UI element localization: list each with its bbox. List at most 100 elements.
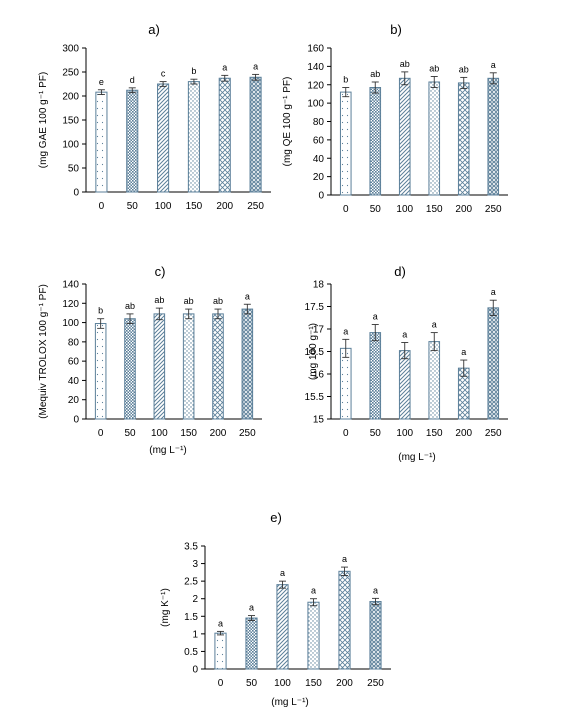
bar-50 [124,318,136,420]
significance-letter: ab [213,296,223,306]
y-axis-label: (Mequiv TROLOX 100 g⁻¹ PF) [38,284,49,419]
bar-100 [157,83,170,193]
bar-250 [487,77,500,196]
x-tick-label: 0 [343,428,349,439]
y-tick-label: 50 [68,164,80,175]
x-tick-label: 250 [367,678,384,689]
chart-title: d) [394,264,406,279]
x-tick-label: 100 [155,201,172,212]
significance-letter: ab [429,63,439,73]
chart-title: a) [148,22,160,37]
x-tick-label: 150 [180,428,197,439]
bar-250 [487,307,500,420]
bar-0 [214,632,227,670]
y-tick-label: 200 [62,92,79,103]
bar-0 [95,91,108,193]
y-tick-label: 140 [62,280,79,291]
y-tick-label: 0 [73,415,79,426]
bar-200 [212,313,224,420]
x-tick-label: 50 [127,201,139,212]
bar-200 [218,77,231,193]
y-tick-label: 17.5 [305,302,325,313]
bar-100 [153,313,166,420]
y-tick-label: 160 [307,44,324,55]
y-tick-label: 2.5 [184,577,198,588]
y-tick-label: 2 [192,594,198,605]
y-tick-label: 150 [62,116,79,127]
y-tick-label: 100 [307,99,324,110]
significance-letter: b [98,306,103,316]
y-tick-label: 0 [192,665,198,676]
bar-0 [94,323,107,420]
x-axis-label: (mg L⁻¹) [271,697,309,708]
x-tick-label: 250 [239,428,256,439]
bar-150 [428,81,441,196]
y-tick-label: 18 [313,280,325,291]
y-tick-label: 20 [68,395,80,406]
chart-b: b) 0 20 40 60 80 100 120 140 160 (mg QE 100 g⁻¹ PF… [282,22,508,215]
significance-letter: ab [154,295,164,305]
y-tick-label: 140 [307,62,324,73]
x-tick-label: 150 [186,201,203,212]
x-tick-label: 200 [455,204,472,215]
bar-0 [339,347,352,420]
chart-c: c) 0 20 40 60 80 100 120 140 (Mequiv TROLOX 100 g… [38,264,262,456]
y-axis-label: (mg K⁻¹) [160,588,171,627]
significance-letter: a [491,60,496,70]
y-tick-label: 100 [62,140,79,151]
chart-title: c) [155,264,166,279]
significance-letter: a [280,568,285,578]
y-tick-label: 80 [68,337,80,348]
y-tick-label: 120 [307,80,324,91]
x-axis-label: (mg L⁻¹) [398,452,436,463]
bar-100 [398,77,411,196]
y-tick-label: 3 [192,559,198,570]
significance-letter: a [222,62,227,72]
bar-50 [369,87,382,196]
bar-200 [338,570,351,670]
bar-50 [369,332,382,420]
y-tick-label: 60 [68,357,80,368]
x-tick-label: 200 [216,201,233,212]
x-tick-label: 0 [218,678,224,689]
x-tick-label: 250 [247,201,264,212]
bar-0 [339,91,352,196]
significance-letter: a [342,554,347,564]
chart-title: b) [390,22,402,37]
y-tick-label: 0 [318,191,324,202]
y-tick-label: 40 [68,376,80,387]
significance-letter: a [432,320,437,330]
x-tick-label: 150 [426,204,443,215]
bar-200 [457,82,470,196]
y-tick-label: 120 [62,299,79,310]
bar-150 [307,601,320,670]
x-tick-label: 100 [274,678,291,689]
bar-150 [428,341,441,420]
significance-letter: ab [125,301,135,311]
significance-letter: a [311,586,316,596]
significance-letter: e [99,77,104,87]
significance-letter: a [461,347,466,357]
significance-letter: a [491,287,496,297]
significance-letter: a [218,618,223,628]
y-tick-label: 17 [313,325,325,336]
chart-a: a) 0 50 100 150 200 250 300 (mg GAE 100 g⁻¹ PF) e… [38,22,271,212]
y-axis-label: (mg QE 100 g⁻¹ PF) [282,77,293,167]
x-tick-label: 150 [305,678,322,689]
y-tick-label: 16.5 [305,347,325,358]
x-tick-label: 0 [99,201,105,212]
bar-50 [245,617,258,670]
x-tick-label: 50 [246,678,258,689]
significance-letter: a [402,330,407,340]
x-tick-label: 50 [124,428,136,439]
significance-letter: a [343,326,348,336]
bar-100 [276,584,289,670]
y-tick-label: 3.5 [184,542,198,553]
bar-250 [241,308,254,420]
y-tick-label: 16 [313,370,325,381]
y-tick-label: 15 [313,415,325,426]
x-tick-label: 100 [396,428,413,439]
significance-letter: d [130,75,135,85]
bar-50 [126,89,139,193]
